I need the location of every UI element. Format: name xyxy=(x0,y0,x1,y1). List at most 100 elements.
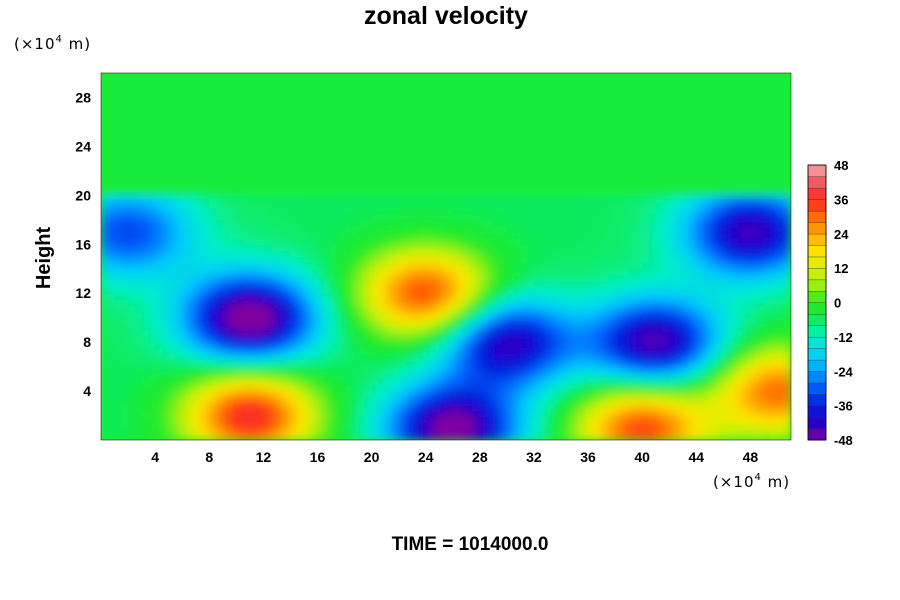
field-cell xyxy=(297,219,305,227)
field-cell xyxy=(506,262,515,270)
field-cell xyxy=(594,250,603,258)
field-cell xyxy=(236,421,244,429)
field-cell xyxy=(155,274,163,282)
field-cell xyxy=(405,213,413,221)
field-cell xyxy=(236,268,244,276)
field-cell xyxy=(594,336,603,343)
field-cell xyxy=(574,170,582,178)
field-cell xyxy=(114,391,122,398)
field-cell xyxy=(256,189,264,196)
field-cell xyxy=(615,384,623,392)
field-cell xyxy=(412,391,420,398)
field-cell xyxy=(101,354,109,362)
field-cell xyxy=(155,256,163,264)
field-cell xyxy=(418,342,427,349)
field-cell xyxy=(479,238,488,245)
field-cell xyxy=(540,274,549,282)
field-cell xyxy=(290,421,298,429)
field-cell xyxy=(371,293,379,300)
field-cell xyxy=(256,250,264,258)
field-cell xyxy=(547,403,555,411)
field-cell xyxy=(763,384,772,392)
field-cell xyxy=(344,305,352,313)
field-cell xyxy=(418,391,427,398)
field-cell xyxy=(567,299,576,307)
field-cell xyxy=(574,323,582,331)
field-cell xyxy=(506,256,515,264)
field-cell xyxy=(581,262,589,270)
field-cell xyxy=(533,219,542,227)
field-cell xyxy=(513,342,522,349)
field-cell xyxy=(473,421,481,429)
field-cell xyxy=(290,183,298,190)
field-cell xyxy=(513,146,522,154)
field-cell xyxy=(432,170,440,178)
field-cell xyxy=(777,305,785,313)
field-cell xyxy=(763,238,772,245)
field-cell xyxy=(418,317,427,325)
field-cell xyxy=(621,244,630,251)
field-cell xyxy=(581,287,589,294)
field-cell xyxy=(168,391,177,398)
field-cell xyxy=(101,219,109,227)
field-cell xyxy=(141,213,149,221)
field-cell xyxy=(310,183,319,190)
field-cell xyxy=(364,146,373,154)
field-cell xyxy=(601,274,609,282)
field-cell xyxy=(628,158,637,166)
field-cell xyxy=(256,305,264,313)
field-cell xyxy=(723,189,731,196)
field-cell xyxy=(493,433,501,440)
field-cell xyxy=(466,164,474,172)
field-cell xyxy=(554,305,562,313)
field-cell xyxy=(533,372,542,380)
field-cell xyxy=(628,225,637,233)
field-cell xyxy=(391,280,400,288)
field-cell xyxy=(148,329,156,337)
field-cell xyxy=(547,244,555,251)
field-cell xyxy=(777,317,785,325)
field-cell xyxy=(730,409,738,417)
field-cell xyxy=(398,372,407,380)
field-cell xyxy=(256,329,264,337)
field-cell xyxy=(148,146,156,154)
field-cell xyxy=(642,421,650,429)
field-cell xyxy=(155,384,163,392)
field-cell xyxy=(297,397,305,404)
field-cell xyxy=(229,176,237,184)
field-cell xyxy=(155,195,163,203)
field-cell xyxy=(236,219,244,227)
field-cell xyxy=(540,140,549,147)
field-cell xyxy=(155,250,163,258)
field-cell xyxy=(114,232,122,239)
field-cell xyxy=(216,299,224,307)
field-cell xyxy=(696,372,704,380)
field-cell xyxy=(405,342,413,349)
field-cell xyxy=(222,232,231,239)
field-cell xyxy=(635,403,643,411)
field-cell xyxy=(567,219,576,227)
field-cell xyxy=(703,176,711,184)
field-cell xyxy=(256,336,264,343)
field-cell xyxy=(452,280,461,288)
field-cell xyxy=(452,219,461,227)
field-cell xyxy=(513,348,522,355)
field-cell xyxy=(297,164,305,172)
field-cell xyxy=(784,323,791,331)
field-cell xyxy=(344,384,352,392)
field-cell xyxy=(195,366,204,374)
field-cell xyxy=(351,232,359,239)
field-cell xyxy=(730,268,738,276)
field-cell xyxy=(351,244,359,251)
field-cell xyxy=(594,268,603,276)
field-cell xyxy=(364,219,373,227)
field-cell xyxy=(723,378,731,386)
field-cell xyxy=(520,336,528,343)
field-cell xyxy=(202,403,210,411)
field-cell xyxy=(270,232,278,239)
field-cell xyxy=(642,158,650,166)
field-cell xyxy=(290,262,298,270)
field-cell xyxy=(615,323,623,331)
field-cell xyxy=(243,433,251,440)
field-cell xyxy=(175,305,183,313)
